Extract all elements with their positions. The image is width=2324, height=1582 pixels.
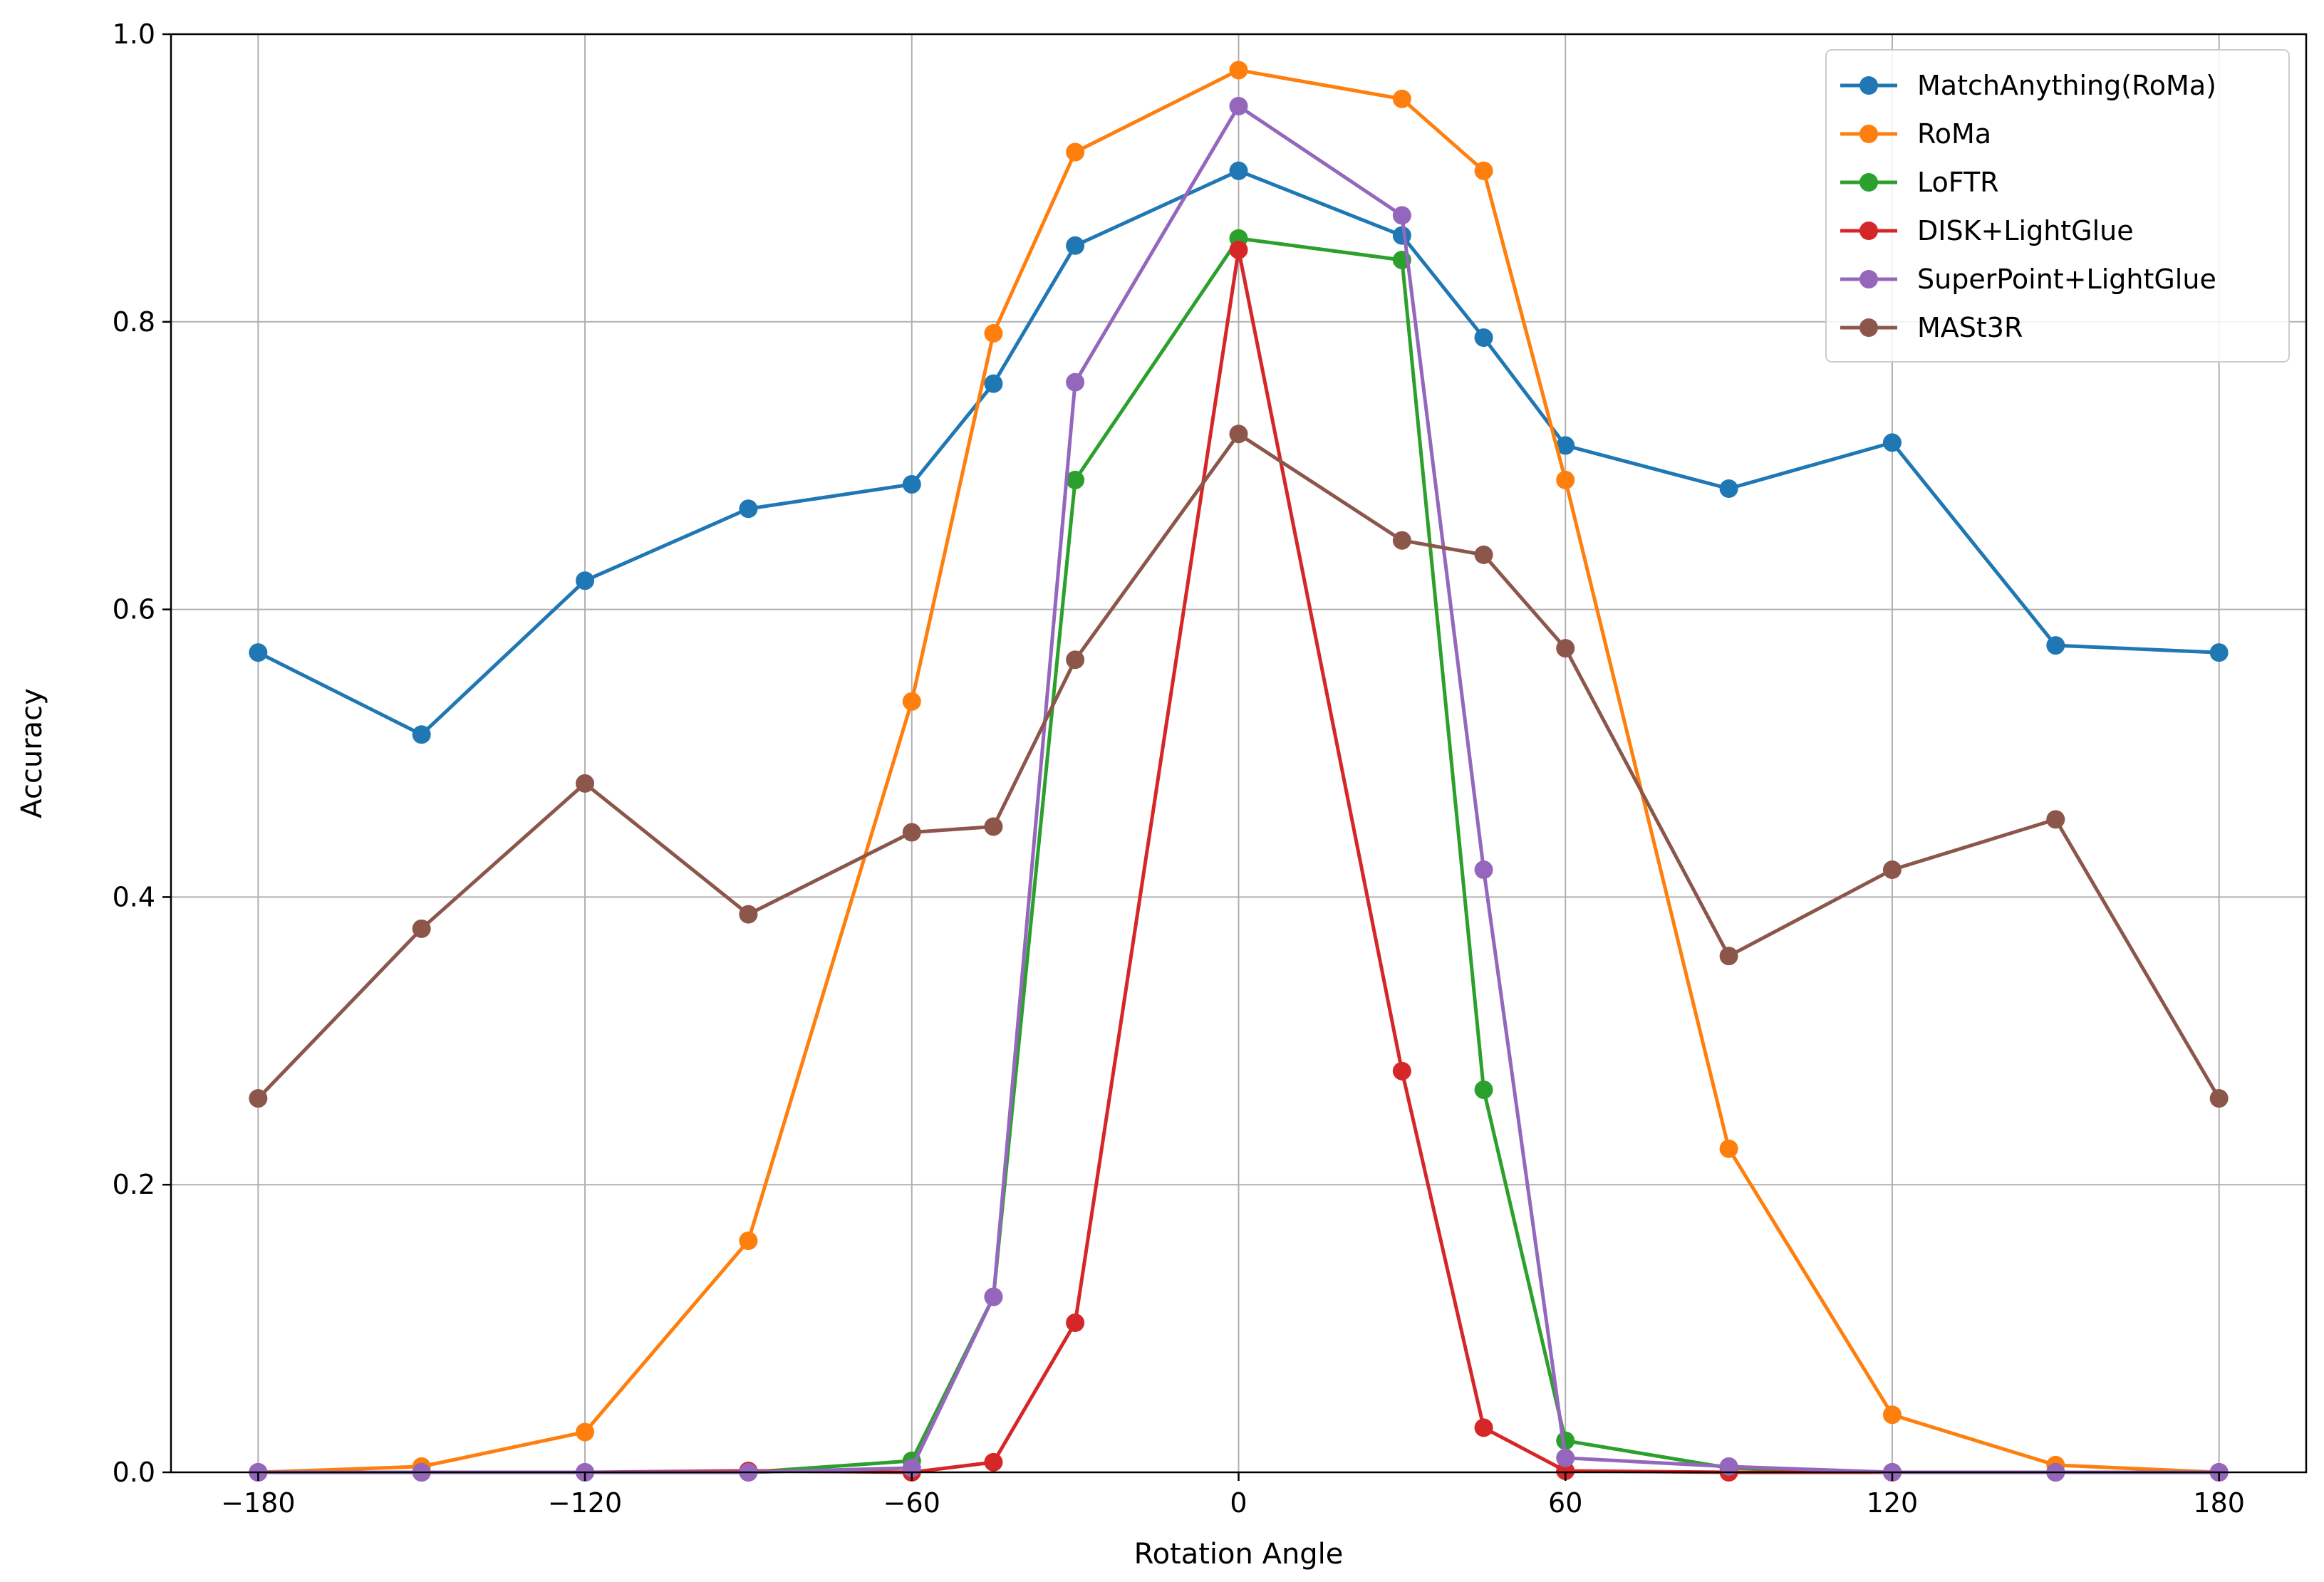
data-point (984, 817, 1003, 836)
legend-item: MASt3R (1840, 312, 2023, 343)
data-point (902, 474, 921, 494)
data-point (1882, 1405, 1902, 1425)
x-tick-label: 60 (1548, 1487, 1582, 1519)
legend-label: RoMa (1917, 118, 1991, 150)
data-point (576, 571, 595, 590)
legend-marker (1859, 173, 1878, 192)
y-tick-label: 0.8 (113, 306, 155, 338)
legend-label: DISK+LightGlue (1917, 215, 2134, 246)
data-point (1474, 545, 1493, 564)
data-point (1882, 860, 1902, 880)
data-point (1474, 161, 1493, 180)
data-point (1229, 61, 1248, 80)
x-axis-ticks: −180 −120 −60 0 60 120 180 (221, 1472, 2245, 1519)
legend-item: RoMa (1840, 118, 1991, 150)
data-point (576, 1422, 595, 1442)
data-point (1066, 373, 1085, 392)
legend-marker (1859, 222, 1878, 240)
data-point (249, 1089, 268, 1108)
data-point (1066, 1313, 1085, 1333)
data-point (1066, 142, 1085, 162)
data-point (1066, 650, 1085, 670)
data-point (1474, 1080, 1493, 1099)
x-axis-title: Rotation Angle (1134, 1538, 1344, 1571)
data-point (412, 919, 431, 938)
data-point (1229, 161, 1248, 180)
y-axis-title: Accuracy (16, 688, 48, 818)
data-point (249, 643, 268, 662)
y-tick-label: 0.2 (113, 1169, 155, 1200)
data-point (2046, 810, 2065, 829)
legend-label: MatchAnything(RoMa) (1917, 70, 2216, 101)
data-point (1229, 425, 1248, 444)
data-point (576, 774, 595, 793)
y-tick-label: 0.6 (113, 594, 155, 625)
legend-label: MASt3R (1917, 312, 2023, 343)
legend-label: SuperPoint+LightGlue (1917, 264, 2216, 295)
data-point (1556, 639, 1575, 658)
data-point (1392, 206, 1411, 225)
data-point (739, 1231, 758, 1250)
data-point (2046, 636, 2065, 655)
x-tick-label: −120 (548, 1487, 622, 1519)
legend-marker (1859, 270, 1878, 288)
legend-item: LoFTR (1840, 167, 1999, 198)
data-point (1882, 433, 1902, 452)
data-point (1719, 1457, 1738, 1476)
y-tick-label: 1.0 (113, 19, 155, 50)
data-point (1474, 328, 1493, 348)
legend-marker (1859, 318, 1878, 337)
legend-item: SuperPoint+LightGlue (1840, 264, 2216, 295)
x-tick-label: −180 (221, 1487, 295, 1519)
y-axis-ticks: 0.0 0.2 0.4 0.6 0.8 1.0 (113, 19, 171, 1488)
data-point (1556, 470, 1575, 489)
data-point (739, 905, 758, 924)
data-point (1719, 479, 1738, 499)
data-point (1392, 531, 1411, 550)
y-tick-label: 0.0 (113, 1457, 155, 1488)
x-tick-label: 0 (1230, 1487, 1247, 1519)
legend-item: MatchAnything(RoMa) (1840, 70, 2216, 101)
data-point (1229, 96, 1248, 115)
data-point (1474, 860, 1493, 880)
data-point (1719, 1139, 1738, 1158)
x-tick-label: 120 (1867, 1487, 1919, 1519)
data-point (1556, 436, 1575, 455)
data-point (902, 823, 921, 842)
data-point (984, 1452, 1003, 1472)
x-tick-label: 180 (2193, 1487, 2245, 1519)
data-point (902, 692, 921, 711)
data-point (739, 499, 758, 519)
data-point (984, 323, 1003, 343)
y-tick-label: 0.4 (113, 881, 155, 912)
data-point (2209, 1089, 2229, 1108)
legend-marker (1859, 76, 1878, 95)
data-point (1719, 947, 1738, 966)
data-point (412, 725, 431, 744)
legend-box (1825, 49, 2290, 363)
data-point (984, 1287, 1003, 1306)
data-point (1556, 1448, 1575, 1467)
legend-label: LoFTR (1917, 167, 1999, 198)
legend-marker (1859, 125, 1878, 143)
legend-item: DISK+LightGlue (1840, 215, 2134, 246)
data-point (984, 374, 1003, 393)
data-point (1474, 1418, 1493, 1437)
data-point (1392, 1061, 1411, 1081)
data-point (1556, 1461, 1575, 1480)
data-point (2209, 643, 2229, 662)
data-point (1229, 240, 1248, 259)
data-point (1066, 470, 1085, 489)
data-point (1066, 236, 1085, 255)
legend: MatchAnything(RoMa) RoMa LoFTR DISK+LightGl… (1825, 49, 2290, 363)
data-point (1392, 89, 1411, 108)
series-mast3r (249, 425, 2229, 1108)
x-tick-label: −60 (883, 1487, 940, 1519)
